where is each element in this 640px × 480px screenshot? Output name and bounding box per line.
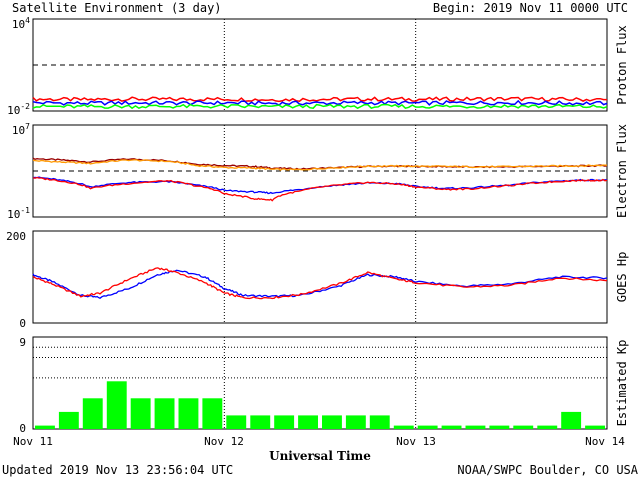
x-axis-title: Universal Time [269, 449, 371, 463]
hp-panel-frame [32, 230, 608, 324]
proton-series-blue [32, 99, 608, 106]
kp-bar [369, 415, 390, 429]
kp-bar [274, 415, 295, 429]
kp-bar [345, 415, 366, 429]
kp-bar [154, 398, 175, 429]
electron-ytick-top: 107 [12, 122, 30, 137]
hp-ytick-bottom: 0 [19, 317, 26, 330]
kp-bar [226, 415, 247, 429]
proton-ytick-bottom: 10-2 [7, 102, 30, 117]
kp-bar [561, 411, 582, 429]
electron-ylabel: Electron Flux [615, 124, 629, 218]
kp-bar [130, 398, 151, 429]
kp-bar [537, 425, 558, 429]
electron-ytick-bottom: 10-1 [7, 206, 30, 221]
kp-bar [393, 425, 414, 429]
proton-series-green [32, 103, 608, 110]
kp-bar [202, 398, 223, 429]
kp-bar [585, 425, 605, 429]
begin-label: Begin: 2019 Nov 11 0000 UTC [433, 1, 628, 15]
kp-bar [82, 398, 103, 429]
proton-ylabel: Proton Flux [615, 25, 629, 104]
hp-ylabel: GOES Hp [615, 252, 629, 303]
kp-bar [298, 415, 318, 429]
kp-ytick-bottom: 0 [19, 422, 26, 435]
electron-series-red [32, 176, 608, 202]
kp-panel-frame [32, 336, 608, 430]
goes_hp-series-red [32, 267, 608, 300]
updated-label: Updated 2019 Nov 13 23:56:04 UTC [2, 463, 233, 477]
kp-bar [417, 425, 438, 429]
kp-bar [106, 381, 127, 429]
source-label: NOAA/SWPC Boulder, CO USA [457, 463, 638, 477]
kp-bar [513, 425, 534, 429]
kp-bar [250, 415, 271, 429]
kp-bar [35, 425, 55, 429]
xtick-label-2: Nov 13 [396, 435, 436, 448]
electron-series-darkred [32, 157, 608, 171]
kp-bar [441, 425, 462, 429]
chart-marks [32, 19, 608, 429]
kp-bar [178, 398, 199, 429]
electron-series-orange [32, 159, 608, 171]
kp-bar [489, 425, 510, 429]
kp-bar [322, 415, 342, 429]
xtick-label-1: Nov 12 [204, 435, 244, 448]
chart-title: Satellite Environment (3 day) [12, 1, 222, 15]
proton-ytick-top: 104 [12, 16, 30, 31]
kp-bar [58, 411, 79, 429]
proton-series-red [32, 96, 607, 103]
xtick-label-3: Nov 14 [585, 435, 625, 448]
kp-bar [465, 425, 486, 429]
xtick-label-0: Nov 11 [13, 435, 53, 448]
kp-ytick-top: 9 [19, 336, 26, 349]
hp-ytick-top: 200 [6, 230, 26, 243]
kp-ylabel: Estimated Kp [615, 340, 629, 427]
